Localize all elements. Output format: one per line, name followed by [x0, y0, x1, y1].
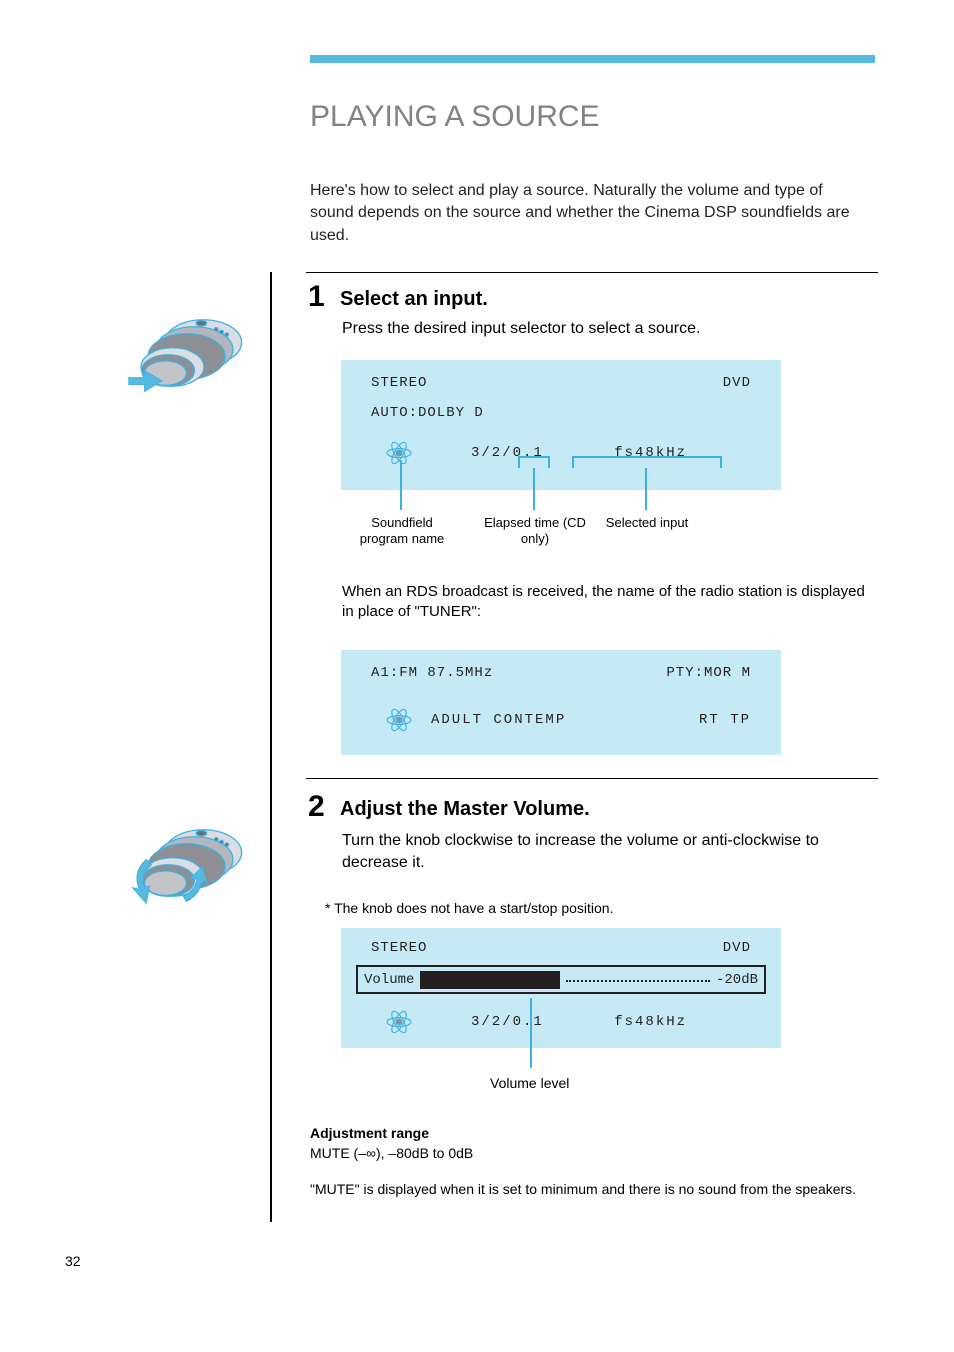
step1-number: 1 [308, 280, 325, 314]
vertical-divider [270, 272, 272, 1222]
step2-note: "MUTE" is displayed when it is set to mi… [310, 1180, 870, 1199]
volume-bar-row: Volume -20dB [356, 965, 766, 994]
volume-bar-fill [420, 971, 560, 989]
processing-icon [384, 705, 414, 735]
callout-label-time: Elapsed time (CD only) [475, 515, 595, 546]
divider-top [306, 272, 878, 273]
display1-row2: AUTO:DOLBY D [371, 405, 751, 421]
callout-bracket-input [572, 456, 722, 468]
processing-icon [384, 1007, 414, 1037]
display2-freq: A1:FM 87.5MHz [371, 665, 493, 681]
volume-value: -20dB [716, 972, 758, 988]
callout-stem-input [645, 468, 647, 510]
display3-time: 3/2/0.1 [471, 1014, 544, 1030]
range-value: MUTE (–∞), –80dB to 0dB [310, 1145, 473, 1161]
page-title: PLAYING A SOURCE [310, 100, 600, 134]
callout-label-input: Selected input [602, 515, 692, 531]
display2-pty: PTY:MOR M [666, 665, 751, 681]
callout-line-volume [530, 998, 532, 1068]
page-number: 32 [65, 1253, 81, 1269]
step2-description: Turn the knob clockwise to increase the … [342, 830, 872, 873]
display-panel-3: STEREO DVD Volume -20dB 3/2/0.1 fs48kHz [341, 928, 781, 1048]
step2-number: 2 [308, 790, 325, 824]
display-panel-1: STEREO DVD AUTO:DOLBY D 3/2/0.1 fs48kHz [341, 360, 781, 490]
step1-note: When an RDS broadcast is received, the n… [342, 582, 872, 623]
step1-heading: Select an input. [340, 288, 488, 311]
step1-description: Press the desired input selector to sele… [342, 320, 872, 338]
display-panel-2: A1:FM 87.5MHz PTY:MOR M ADULT CONTEMP RT… [341, 650, 781, 755]
volume-label: Volume [364, 972, 414, 988]
callout-label-volume: Volume level [490, 1075, 569, 1091]
volume-bar-dots [566, 980, 710, 982]
display3-source: DVD [723, 940, 751, 956]
callout-stem-time [533, 468, 535, 510]
display1-source: DVD [723, 375, 751, 391]
display3-mode: STEREO [371, 940, 427, 956]
processing-icon [384, 438, 414, 468]
callout-line-program [400, 460, 402, 510]
knob-rotate-diagram [120, 800, 260, 940]
knob-press-diagram [120, 290, 260, 430]
display3-row1: STEREO DVD [371, 940, 751, 956]
header-bar [310, 55, 875, 63]
step2-heading: Adjust the Master Volume. [340, 798, 590, 821]
callout-label-program: Soundfield program name [352, 515, 452, 546]
intro-text: Here's how to select and play a source. … [310, 180, 870, 247]
callout-bracket-time [518, 456, 550, 468]
range-label: Adjustment range [310, 1125, 429, 1141]
step2-star-note: * The knob does not have a start/stop po… [325, 900, 613, 916]
display2-station: ADULT CONTEMP [431, 712, 566, 728]
display3-time-row: 3/2/0.1 fs48kHz [471, 1014, 687, 1030]
display3-fs: fs48kHz [614, 1014, 687, 1030]
display2-rt-tp: RT TP [699, 712, 751, 728]
display1-mode: STEREO [371, 375, 427, 391]
divider-mid [306, 778, 878, 779]
display1-row1: STEREO DVD [371, 375, 751, 391]
